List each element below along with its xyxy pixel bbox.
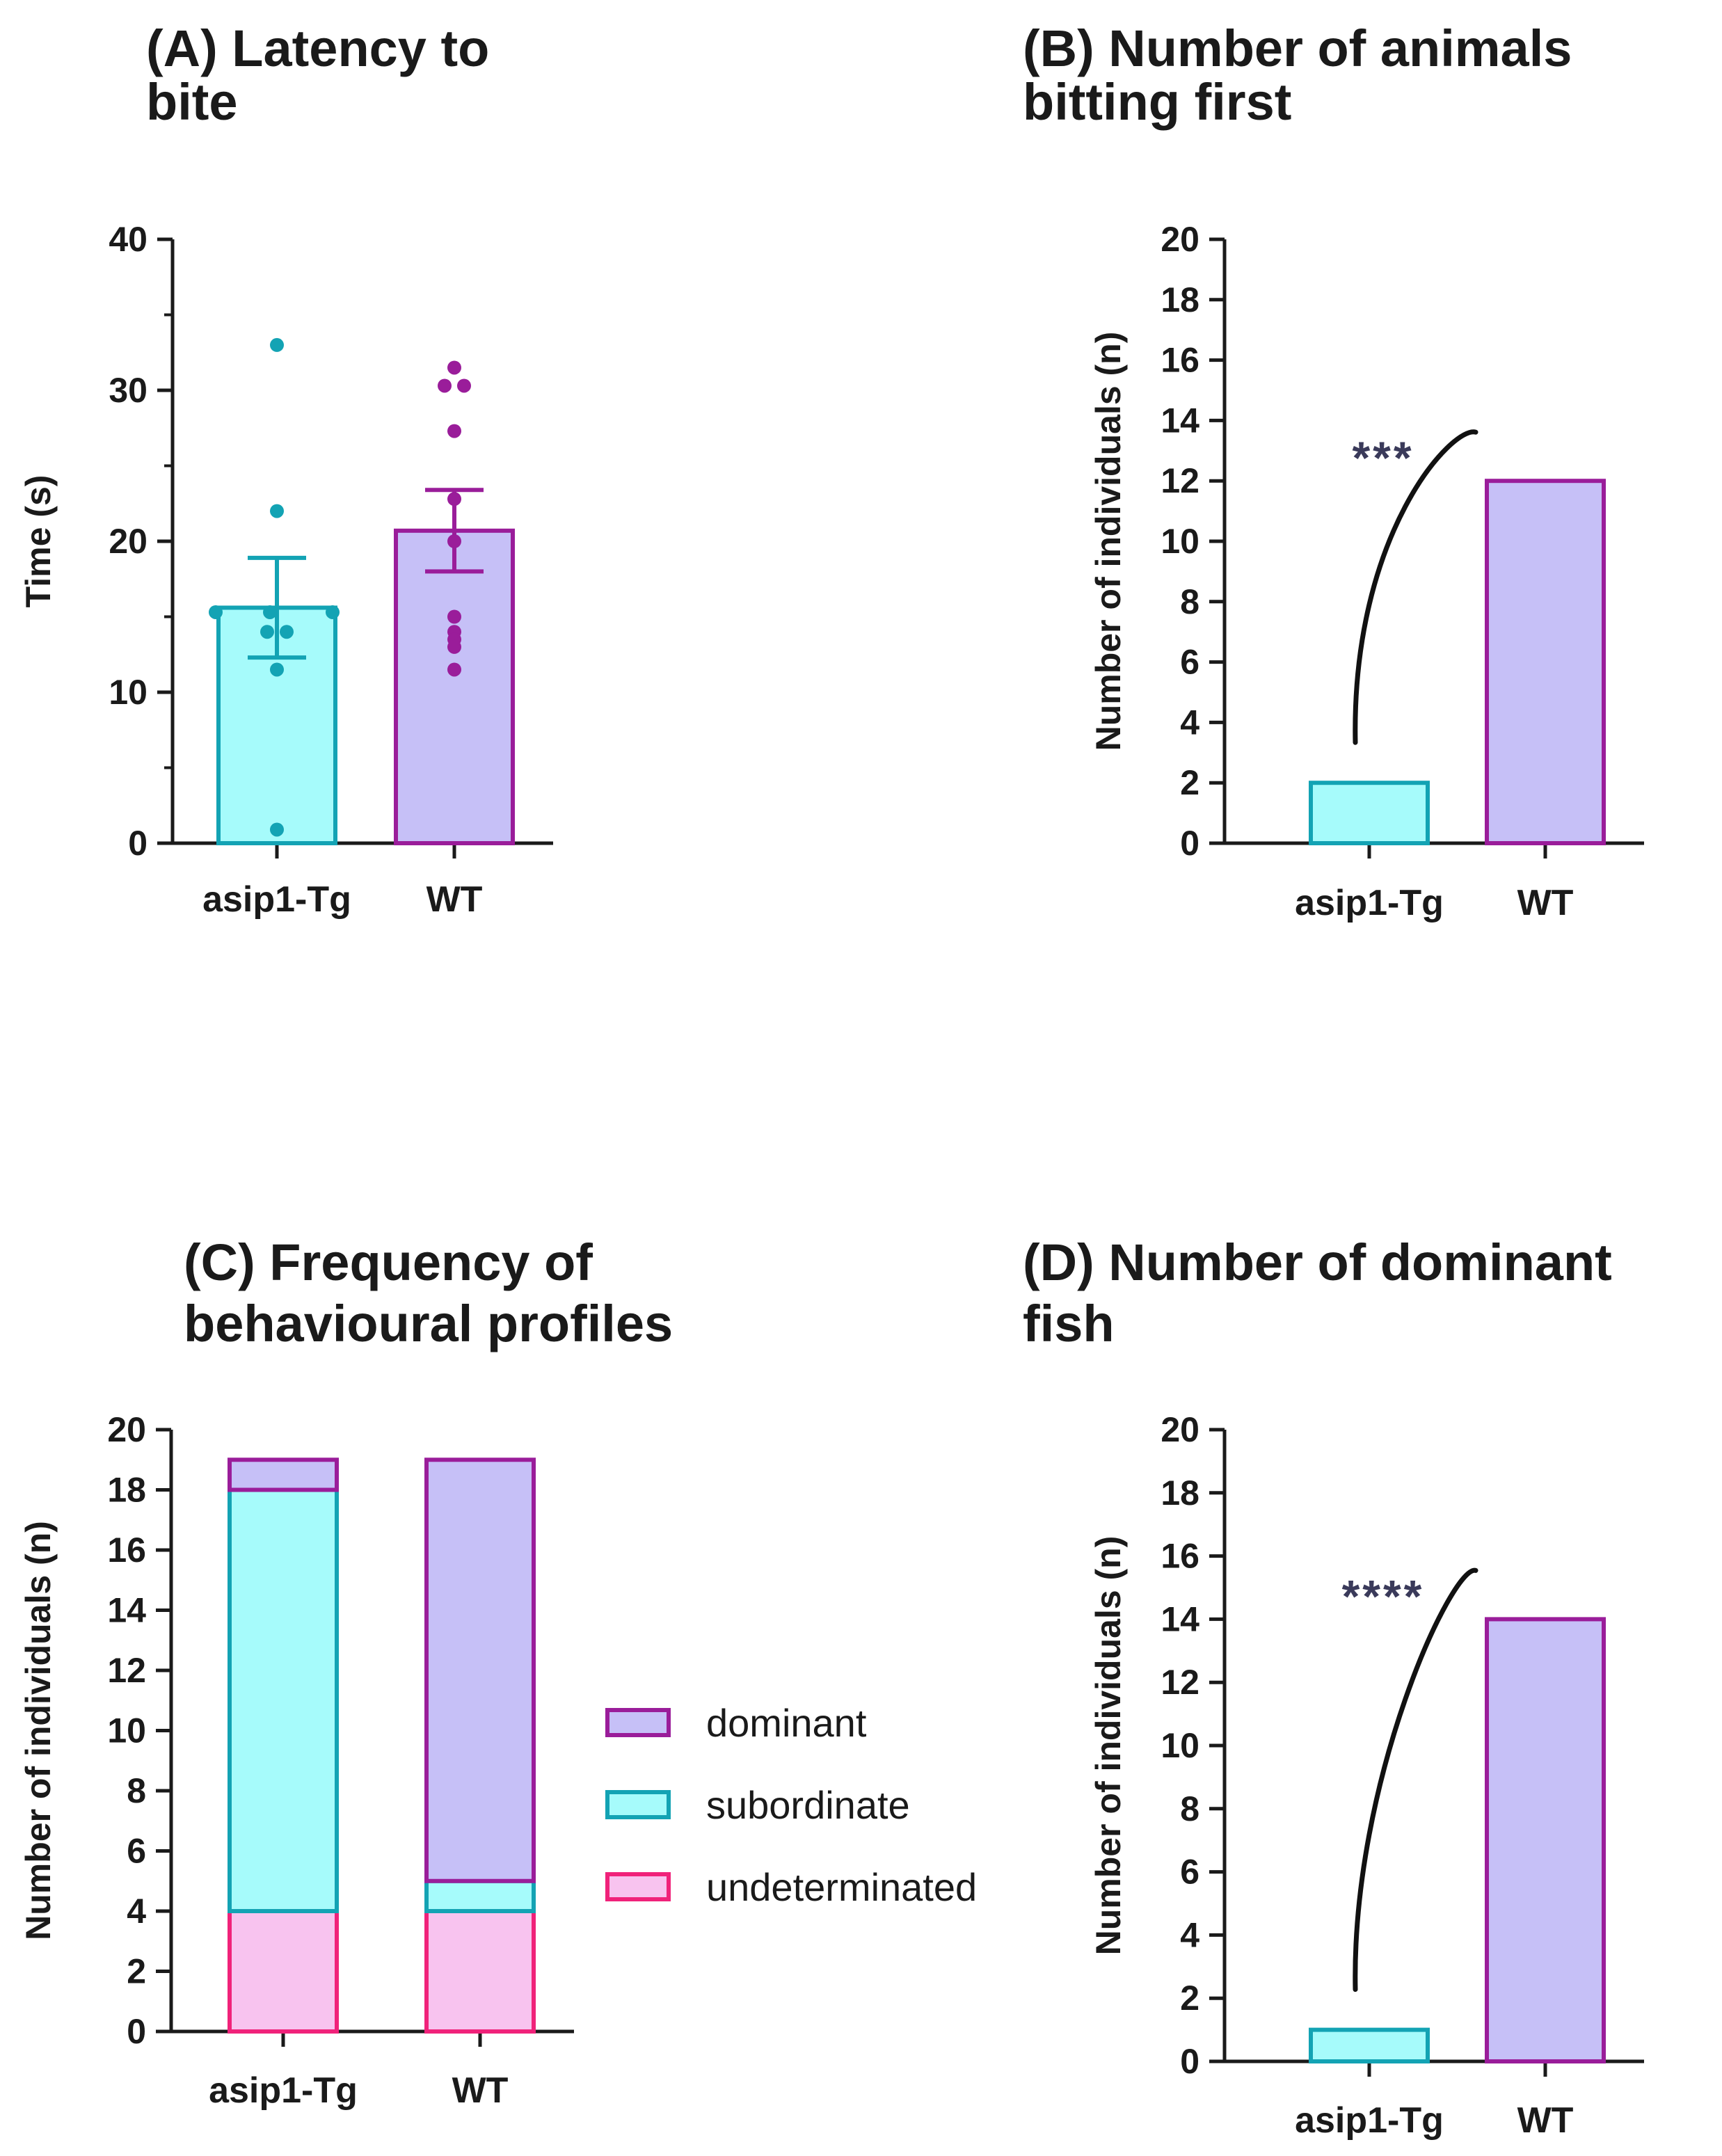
panel-C-y-tick-label: 14: [107, 1591, 146, 1630]
panel-C-y-tick-label: 4: [127, 1892, 146, 1931]
panel-C-y-tick-label: 18: [107, 1471, 146, 1510]
panel-B-significance-bracket: [1353, 429, 1478, 745]
panel-B-y-tick-label: 8: [1180, 582, 1199, 621]
panel-B-y-tick-label: 14: [1161, 401, 1199, 440]
panel-B-y-tick-label: 12: [1161, 461, 1199, 500]
panel-D-category-label: asip1-Tg: [1295, 2100, 1444, 2141]
panel-B-category-label: WT: [1517, 883, 1574, 923]
panel-C-category-label: WT: [452, 2070, 509, 2111]
panel-D-y-tick-label: 20: [1161, 1410, 1199, 1449]
panel-D-category-label: WT: [1517, 2100, 1574, 2141]
panel-B-significance-label: ***: [1352, 432, 1414, 484]
panel-B-category-label: asip1-Tg: [1295, 883, 1444, 923]
panel-C-y-tick-label: 10: [107, 1711, 146, 1750]
panel-C-y-tick-label: 12: [107, 1651, 146, 1690]
panel-B-bar-0: [1309, 781, 1430, 845]
panel-C-segment-subordinate-1: [424, 1878, 536, 1913]
panel-C-y-tick-label: 2: [127, 1952, 146, 1991]
panel-C-legend-swatch-undeterminated: [605, 1872, 671, 1901]
panel-B-y-tick-label: 16: [1161, 341, 1199, 380]
panel-B-y-tick-label: 18: [1161, 280, 1199, 319]
panel-B-y-label: Number of individuals (n): [1089, 332, 1128, 751]
panel-A-point-0: [280, 625, 294, 639]
panel-D-significance-bracket: [1353, 1567, 1478, 1993]
panel-B-y-tick-label: 6: [1180, 643, 1199, 682]
panel-A-point-1: [447, 492, 461, 506]
panel-C-legend-label-undeterminated: undeterminated: [706, 1865, 977, 1909]
panel-D-y-tick-label: 4: [1180, 1915, 1199, 1954]
panel-A-point-1: [447, 639, 461, 654]
panel-A-bar-0: [216, 605, 337, 845]
panel-D-bar-0: [1309, 2027, 1430, 2064]
panel-D-y-tick-label: 16: [1161, 1537, 1199, 1576]
panel-A-point-1: [457, 378, 471, 393]
panel-C-y-tick-label: 16: [107, 1531, 146, 1570]
panel-A-point-0: [326, 605, 340, 619]
panel-C-segment-subordinate-0: [228, 1487, 339, 1913]
panel-A-y-tick-label: 10: [109, 673, 148, 712]
panel-B-y-tick-label: 4: [1180, 703, 1199, 742]
panel-A-point-1: [438, 378, 452, 393]
panel-A-point-0: [263, 605, 277, 619]
panel-A-title: (A) Latency to: [146, 19, 489, 77]
panel-D-bar-1: [1485, 1617, 1606, 2063]
panel-A-y-label: Time (s): [19, 475, 58, 608]
panel-C-legend-swatch-subordinate: [605, 1790, 671, 1819]
panel-C-legend-label-subordinate: subordinate: [706, 1783, 910, 1827]
panel-A-y-tick-label: 20: [109, 522, 148, 561]
panel-A-point-1: [447, 662, 461, 677]
panel-A-point-1: [447, 424, 461, 438]
panel-D-y-tick-label: 0: [1180, 2042, 1199, 2081]
panel-D-title: fish: [1023, 1295, 1115, 1352]
panel-A-point-0: [270, 662, 284, 677]
panel-B-y-tick-label: 2: [1180, 763, 1199, 802]
panel-A-bar-1: [394, 528, 515, 845]
panel-A-y-tick-label: 40: [109, 220, 148, 259]
panel-D-significance-label: ****: [1342, 1570, 1425, 1622]
panel-C-y-label: Number of individuals (n): [19, 1521, 58, 1940]
panel-A-category-label: WT: [426, 879, 483, 920]
panel-D-y-tick-label: 6: [1180, 1853, 1199, 1892]
panel-D-y-tick-label: 2: [1180, 1979, 1199, 2018]
panel-C-y-tick-label: 0: [127, 2012, 146, 2051]
panel-A-point-1: [447, 534, 461, 548]
panel-B-y-tick-label: 20: [1161, 220, 1199, 259]
panel-A-y-tick-label: 0: [128, 824, 148, 863]
panel-B-title: bitting first: [1023, 73, 1291, 131]
panel-C-segment-undeterminated-0: [228, 1909, 339, 2034]
panel-C-segment-undeterminated-1: [424, 1909, 536, 2034]
panel-B-title: (B) Number of animals: [1023, 19, 1572, 77]
panel-A-title: bite: [146, 73, 238, 131]
panel-A-point-1: [447, 360, 461, 375]
panel-C-category-label: asip1-Tg: [209, 2070, 358, 2111]
panel-D-y-tick-label: 8: [1180, 1789, 1199, 1828]
panel-A-category-label: asip1-Tg: [202, 879, 351, 920]
panel-A-point-0: [270, 822, 284, 837]
panel-C-segment-dominant-0: [228, 1458, 339, 1492]
panel-D-y-tick-label: 14: [1161, 1599, 1199, 1638]
panel-D-y-tick-label: 12: [1161, 1663, 1199, 1702]
panel-C-title: (C) Frequency of: [184, 1233, 593, 1291]
panel-A-point-0: [270, 504, 284, 518]
panel-C-y-tick-label: 20: [107, 1410, 146, 1449]
panel-C-legend-label-dominant: dominant: [706, 1701, 867, 1745]
panel-D-title: (D) Number of dominant: [1023, 1233, 1612, 1291]
panel-B-bar-1: [1485, 479, 1606, 845]
panel-D-y-label: Number of individuals (n): [1089, 1536, 1128, 1956]
panel-B-y-tick-label: 0: [1180, 824, 1199, 863]
panel-C-title: behavioural profiles: [184, 1295, 673, 1352]
panel-D-y-tick-label: 18: [1161, 1474, 1199, 1512]
panel-C-segment-dominant-1: [424, 1458, 536, 1883]
panel-C-y-tick-label: 6: [127, 1832, 146, 1871]
panel-B-y-tick-label: 10: [1161, 522, 1199, 561]
panel-D-y-tick-label: 10: [1161, 1726, 1199, 1765]
panel-C-legend-swatch-dominant: [605, 1708, 671, 1737]
panel-A-point-0: [209, 605, 223, 619]
panel-A-point-1: [447, 609, 461, 624]
panel-A-point-0: [270, 337, 284, 352]
panel-A-point-0: [260, 625, 274, 639]
panel-C-y-tick-label: 8: [127, 1771, 146, 1810]
panel-A-y-tick-label: 30: [109, 371, 148, 410]
